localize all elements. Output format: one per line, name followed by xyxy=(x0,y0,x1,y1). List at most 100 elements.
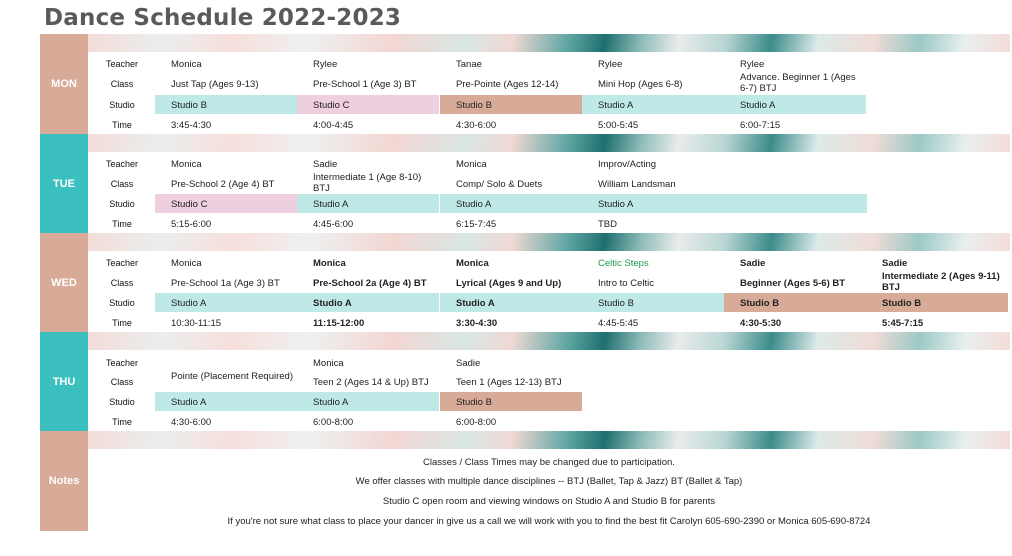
decorative-band xyxy=(88,134,1010,152)
label-studio: Studio xyxy=(109,397,135,407)
mon-time-4: 5:00-5:45 xyxy=(598,120,639,131)
label-teacher: Teacher xyxy=(105,59,139,69)
label-teacher: Teacher xyxy=(105,159,139,169)
thu-time-1: 4:30-6:00 xyxy=(171,417,212,428)
tue-time-2: 4:45-6:00 xyxy=(313,219,354,230)
wed-studio-1: Studio A xyxy=(155,293,297,312)
label-teacher: Teacher xyxy=(105,258,139,268)
wed-teacher-5: Sadie xyxy=(740,258,766,269)
note-line: Classes / Class Times may be changed due… xyxy=(423,457,675,468)
tue-class-1: Pre-School 2 (Age 4) BT xyxy=(171,179,275,190)
page-title: Dance Schedule 2022-2023 xyxy=(44,5,402,31)
label-class: Class xyxy=(110,79,134,89)
day-tab-mon: MON xyxy=(40,34,88,134)
wed-studio-3: Studio A xyxy=(440,293,582,312)
thu-studio-2: Studio A xyxy=(297,392,439,411)
label-time: Time xyxy=(112,417,132,427)
label-time: Time xyxy=(112,318,132,328)
label-class: Class xyxy=(110,377,134,387)
thu-studio-3: Studio B xyxy=(440,392,582,411)
notes-tab: Notes xyxy=(40,431,88,531)
mon-teacher-4: Rylee xyxy=(598,59,623,70)
wed-teacher-6: Sadie xyxy=(882,258,908,269)
tue-teacher-2: Sadie xyxy=(313,159,338,170)
tue-time-4: TBD xyxy=(598,219,617,230)
decorative-band xyxy=(88,431,1010,449)
note-line: Studio C open room and viewing windows o… xyxy=(382,496,716,507)
wed-class-2: Pre-School 2a (Age 4) BT xyxy=(313,278,427,289)
thu-studio-1: Studio A xyxy=(155,392,297,411)
mon-teacher-1: Monica xyxy=(171,59,202,70)
label-studio: Studio xyxy=(109,100,135,110)
wed-class-3: Lyrical (Ages 9 and Up) xyxy=(456,278,562,289)
mon-class-5: Advance. Beginner 1 (Ages 6-7) BTJ xyxy=(740,72,856,94)
wed-class-5: Beginner (Ages 5-6) BT xyxy=(740,278,846,289)
mon-studio-5: Studio A xyxy=(724,95,866,114)
label-teacher: Teacher xyxy=(105,358,139,368)
thu-time-2: 6:00-8:00 xyxy=(313,417,354,428)
mon-class-3: Pre-Pointe (Ages 12-14) xyxy=(456,79,559,90)
tue-teacher-1: Monica xyxy=(171,159,202,170)
mon-class-2: Pre-School 1 (Age 3) BT xyxy=(313,79,417,90)
mon-studio-3: Studio B xyxy=(440,95,582,114)
wed-time-3: 3:30-4:30 xyxy=(456,318,498,329)
tue-studio-2: Studio A xyxy=(297,194,439,213)
day-tab-wed: WED xyxy=(40,233,88,332)
tue-studio-4: Studio A xyxy=(582,194,867,213)
mon-teacher-3: Tanae xyxy=(456,59,482,70)
wed-class-4: Intro to Celtic xyxy=(598,278,654,289)
thu-class-1: Pointe (Placement Required) xyxy=(171,371,293,382)
wed-time-2: 11:15-12:00 xyxy=(313,318,365,329)
label-studio: Studio xyxy=(109,199,135,209)
thu-teacher-2: Monica xyxy=(313,358,344,369)
decorative-band xyxy=(88,332,1010,350)
thu-time-3: 6:00-8:00 xyxy=(456,417,497,428)
wed-teacher-3: Monica xyxy=(456,258,489,269)
mon-time-2: 4:00-4:45 xyxy=(313,120,354,131)
tue-class-3: Comp/ Solo & Duets xyxy=(456,179,543,190)
note-line: We offer classes with multiple dance dis… xyxy=(355,476,743,487)
tue-teacher-4: Improv/Acting xyxy=(598,159,657,170)
wed-studio-4: Studio B xyxy=(582,293,724,312)
label-studio: Studio xyxy=(109,298,135,308)
thu-class-3: Teen 1 (Ages 12-13) BTJ xyxy=(456,377,562,388)
mon-studio-2: Studio C xyxy=(297,95,439,114)
mon-time-3: 4:30-6:00 xyxy=(456,120,497,131)
wed-teacher-1: Monica xyxy=(171,258,202,269)
mon-studio-4: Studio A xyxy=(582,95,724,114)
wed-time-4: 4:45-5:45 xyxy=(598,318,639,329)
wed-teacher-4: Celtic Steps xyxy=(598,258,649,269)
tue-studio-1: Studio C xyxy=(155,194,297,213)
label-class: Class xyxy=(110,278,134,288)
mon-time-1: 3:45-4:30 xyxy=(171,120,212,131)
mon-teacher-5: Rylee xyxy=(740,59,765,70)
thu-class-2: Teen 2 (Ages 14 & Up) BTJ xyxy=(313,377,429,388)
mon-teacher-2: Rylee xyxy=(313,59,338,70)
tue-class-4: William Landsman xyxy=(598,179,676,190)
tue-teacher-3: Monica xyxy=(456,159,487,170)
thu-teacher-3: Sadie xyxy=(456,358,481,369)
label-time: Time xyxy=(112,120,132,130)
tue-class-2: Intermediate 1 (Age 8-10) BTJ xyxy=(313,172,422,194)
wed-time-5: 4:30-5:30 xyxy=(740,318,782,329)
wed-studio-5: Studio B xyxy=(724,293,866,312)
tue-time-1: 5:15-6:00 xyxy=(171,219,212,230)
note-line: If you're not sure what class to place y… xyxy=(227,516,871,527)
day-tab-tue: TUE xyxy=(40,134,88,233)
wed-time-6: 5:45-7:15 xyxy=(882,318,924,329)
mon-time-5: 6:00-7:15 xyxy=(740,120,781,131)
tue-studio-3: Studio A xyxy=(440,194,582,213)
wed-studio-2: Studio A xyxy=(297,293,439,312)
mon-studio-1: Studio B xyxy=(155,95,297,114)
mon-class-1: Just Tap (Ages 9-13) xyxy=(171,79,259,90)
day-tab-thu: THU xyxy=(40,332,88,431)
decorative-band xyxy=(88,34,1010,52)
decorative-band xyxy=(88,233,1010,251)
wed-class-1: Pre-School 1a (Age 3) BT xyxy=(171,278,280,289)
wed-time-1: 10:30-11:15 xyxy=(171,318,222,329)
tue-time-3: 6:15-7:45 xyxy=(456,219,497,230)
wed-teacher-2: Monica xyxy=(313,258,346,269)
mon-class-4: Mini Hop (Ages 6-8) xyxy=(598,79,683,90)
label-class: Class xyxy=(110,179,134,189)
wed-studio-6: Studio B xyxy=(866,293,1008,312)
